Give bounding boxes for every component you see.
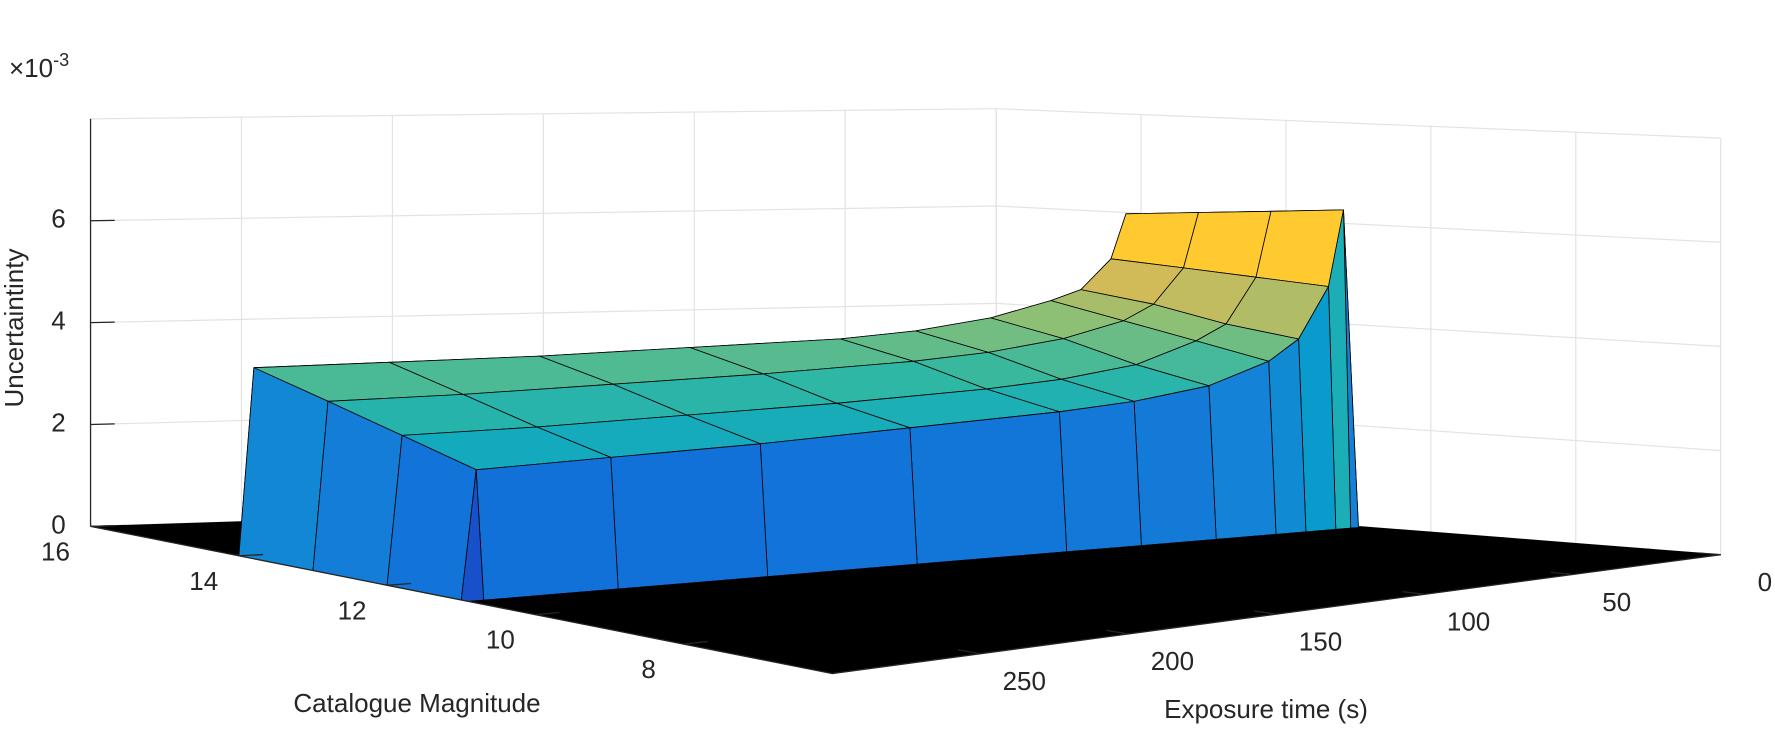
x-tick-mark	[1106, 629, 1129, 635]
y-tick-label: 14	[189, 566, 218, 596]
z-tick-label: 4	[51, 305, 65, 335]
x-axis-title: Exposure time (s)	[1164, 694, 1368, 724]
surface-patch	[610, 443, 769, 590]
surface-patch	[312, 400, 403, 586]
x-tick-label: 250	[1003, 666, 1046, 696]
x-tick-label: 200	[1151, 646, 1194, 676]
surface-layer	[90, 209, 1722, 674]
y-tick-label: 10	[486, 625, 515, 655]
y-tick-label: 12	[338, 595, 367, 625]
z-tick-label: 2	[51, 407, 65, 437]
y-tick-mark	[683, 640, 708, 645]
y-tick-mark	[535, 611, 560, 616]
x-tick-mark	[957, 649, 981, 655]
y-axis-title: Catalogue Magnitude	[293, 688, 540, 718]
surface-patch	[1133, 385, 1217, 546]
z-grid-line	[996, 205, 1721, 243]
y-tick-mark	[90, 524, 115, 528]
x-tick-label: 150	[1299, 626, 1342, 656]
z-multiplier-exponent: -3	[53, 50, 69, 70]
z-grid-line	[90, 302, 997, 324]
surface-patch	[1208, 360, 1277, 540]
x-tick-mark	[1698, 552, 1721, 556]
y-tick-mark	[387, 582, 412, 586]
x-tick-mark	[1550, 571, 1573, 576]
x-tick-mark	[1402, 591, 1425, 595]
z-tick-label: 6	[51, 204, 65, 234]
z-tick-mark	[90, 423, 115, 426]
y-tick-label: 8	[641, 654, 655, 684]
surface-patch	[1059, 400, 1142, 553]
y-axis-line	[90, 525, 833, 675]
x-tick-label: 100	[1447, 607, 1490, 637]
surface-patch	[909, 411, 1068, 565]
z-grid-line	[90, 205, 997, 222]
x-tick-label: 50	[1602, 587, 1631, 617]
y-tick-label: 16	[41, 536, 70, 566]
x-tick-mark	[1254, 610, 1277, 615]
surface-patch	[759, 427, 918, 577]
z-tick-label: 0	[51, 509, 65, 539]
z-axis-title: Uncertaintinty	[0, 249, 29, 408]
y-tick-mark	[238, 553, 263, 557]
surface-patch	[238, 367, 329, 571]
box-edge	[90, 108, 997, 120]
z-tick-mark	[90, 321, 115, 324]
box-edge	[996, 108, 1721, 139]
z-multiplier-base: ×10	[9, 53, 53, 83]
z-multiplier: ×10-3	[9, 50, 69, 83]
x-tick-label: 0	[1758, 567, 1772, 597]
surface-patch	[475, 456, 619, 601]
